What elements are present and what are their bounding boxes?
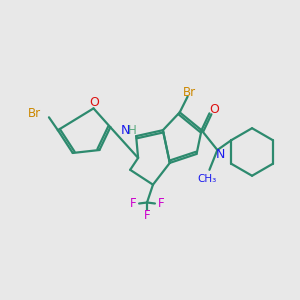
Text: N: N (216, 148, 225, 161)
Text: F: F (130, 197, 136, 210)
Text: Br: Br (183, 86, 196, 99)
Text: F: F (158, 197, 164, 210)
Text: N: N (121, 124, 130, 137)
Text: CH₃: CH₃ (198, 174, 217, 184)
Text: F: F (144, 209, 150, 222)
Text: Br: Br (28, 107, 41, 120)
Text: O: O (209, 103, 219, 116)
Text: H: H (128, 124, 136, 137)
Text: O: O (90, 96, 100, 109)
